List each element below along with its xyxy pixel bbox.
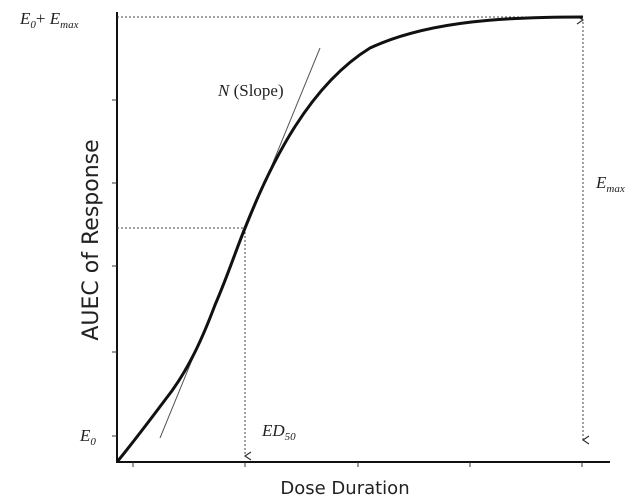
y-axis-title: AUEC of Response [79, 139, 104, 340]
symbol: E [49, 9, 61, 28]
sub: 0 [90, 436, 96, 448]
symbol: N [217, 81, 231, 100]
sub: 50 [285, 431, 297, 443]
symbol: E [79, 426, 91, 445]
sub: max [606, 183, 624, 195]
text: (Slope) [229, 81, 283, 100]
sub: 0 [30, 19, 36, 31]
symbol: E [595, 173, 607, 192]
e0-label: E0 [79, 426, 96, 448]
plus: + [36, 9, 50, 28]
response-curve [115, 15, 584, 463]
sub: max [60, 19, 78, 31]
e0-emax-label: E0+ Emax [19, 9, 79, 31]
ticks [112, 99, 583, 467]
emax-label: Emax [595, 173, 625, 195]
symbol: ED [261, 421, 285, 440]
ed50-label: ED50 [261, 421, 296, 443]
axes [116, 12, 610, 463]
slope-label: N (Slope) [217, 81, 284, 100]
symbol: E [19, 9, 31, 28]
x-axis-title: Dose Duration [280, 478, 409, 499]
